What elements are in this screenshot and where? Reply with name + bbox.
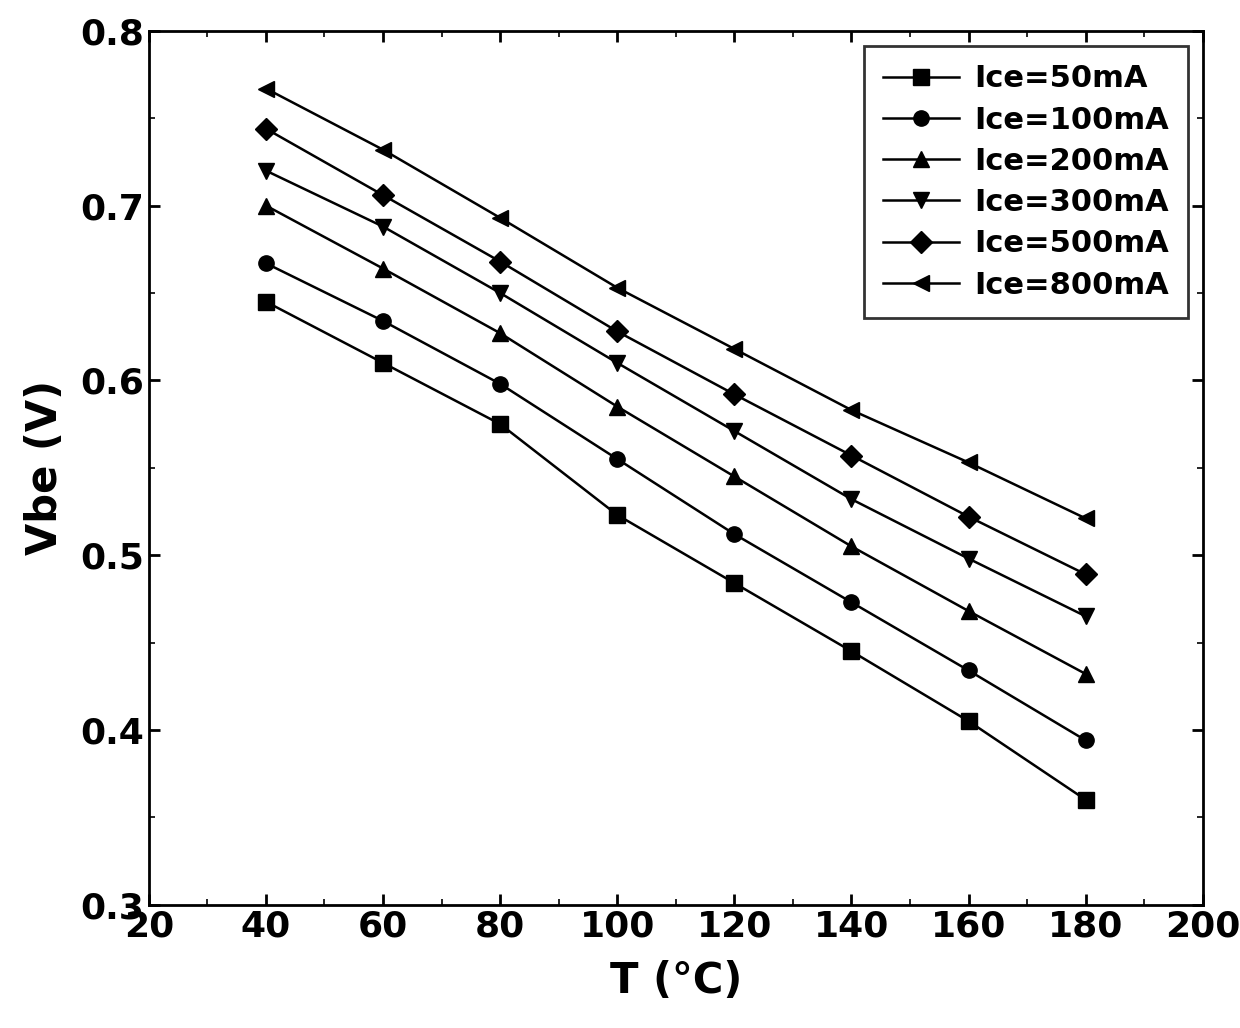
Line: Ice=800mA: Ice=800mA bbox=[258, 81, 1094, 526]
Line: Ice=200mA: Ice=200mA bbox=[258, 198, 1094, 682]
Ice=50mA bbox=[961, 715, 976, 728]
Ice=800mA bbox=[844, 404, 859, 416]
Ice=800mA bbox=[258, 82, 273, 95]
Ice=100mA bbox=[258, 257, 273, 269]
Ice=300mA bbox=[492, 287, 507, 299]
Line: Ice=300mA: Ice=300mA bbox=[258, 163, 1094, 624]
Ice=200mA bbox=[610, 401, 625, 413]
Ice=300mA bbox=[844, 493, 859, 506]
Ice=800mA bbox=[610, 282, 625, 294]
Ice=200mA bbox=[844, 540, 859, 552]
Ice=800mA bbox=[1079, 512, 1094, 524]
Ice=100mA bbox=[727, 528, 742, 541]
Ice=200mA bbox=[492, 327, 507, 339]
Ice=800mA bbox=[376, 144, 391, 156]
Ice=50mA bbox=[844, 646, 859, 658]
Ice=100mA bbox=[376, 315, 391, 327]
Ice=50mA bbox=[376, 357, 391, 369]
Y-axis label: Vbe (V): Vbe (V) bbox=[24, 380, 66, 555]
Ice=300mA bbox=[258, 164, 273, 177]
Ice=50mA bbox=[1079, 794, 1094, 806]
Ice=300mA bbox=[961, 552, 976, 564]
Ice=500mA bbox=[1079, 568, 1094, 581]
Ice=100mA bbox=[844, 596, 859, 609]
Ice=500mA bbox=[258, 122, 273, 135]
X-axis label: T (°C): T (°C) bbox=[610, 960, 742, 1002]
Ice=200mA bbox=[376, 262, 391, 274]
Ice=500mA bbox=[844, 449, 859, 462]
Ice=300mA bbox=[610, 357, 625, 369]
Ice=500mA bbox=[727, 389, 742, 401]
Ice=500mA bbox=[492, 255, 507, 267]
Ice=100mA bbox=[961, 664, 976, 676]
Ice=800mA bbox=[727, 342, 742, 355]
Ice=50mA bbox=[610, 509, 625, 521]
Ice=800mA bbox=[961, 456, 976, 469]
Ice=500mA bbox=[610, 325, 625, 337]
Ice=50mA bbox=[258, 296, 273, 308]
Ice=300mA bbox=[376, 220, 391, 232]
Line: Ice=50mA: Ice=50mA bbox=[258, 294, 1094, 807]
Ice=500mA bbox=[961, 511, 976, 523]
Legend: Ice=50mA, Ice=100mA, Ice=200mA, Ice=300mA, Ice=500mA, Ice=800mA: Ice=50mA, Ice=100mA, Ice=200mA, Ice=300m… bbox=[864, 46, 1188, 318]
Ice=200mA bbox=[727, 470, 742, 482]
Ice=100mA bbox=[492, 377, 507, 390]
Ice=100mA bbox=[610, 452, 625, 465]
Ice=200mA bbox=[961, 604, 976, 617]
Ice=100mA bbox=[1079, 734, 1094, 746]
Line: Ice=100mA: Ice=100mA bbox=[258, 256, 1094, 748]
Line: Ice=500mA: Ice=500mA bbox=[258, 121, 1094, 582]
Ice=200mA bbox=[1079, 668, 1094, 681]
Ice=300mA bbox=[1079, 610, 1094, 622]
Ice=800mA bbox=[492, 212, 507, 224]
Ice=50mA bbox=[492, 418, 507, 431]
Ice=50mA bbox=[727, 577, 742, 589]
Ice=500mA bbox=[376, 189, 391, 201]
Ice=300mA bbox=[727, 425, 742, 437]
Ice=200mA bbox=[258, 199, 273, 212]
